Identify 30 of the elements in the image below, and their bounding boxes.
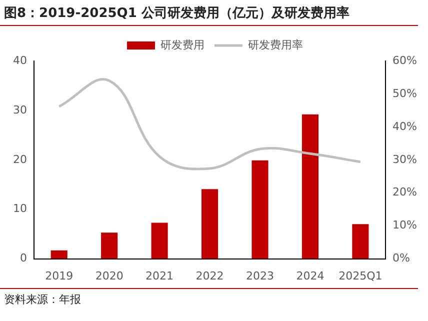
bar bbox=[101, 232, 118, 259]
bar bbox=[151, 222, 168, 259]
x-tick-label: 2025Q1 bbox=[338, 269, 382, 282]
y2-tick-label: 60% bbox=[392, 54, 418, 67]
y2-tick-label: 30% bbox=[392, 152, 418, 166]
y-tick-label: 10 bbox=[12, 202, 27, 216]
bar bbox=[352, 224, 369, 259]
y2-tick-label: 40% bbox=[392, 120, 418, 133]
x-tick-label: 2019 bbox=[45, 269, 74, 282]
x-tick-label: 2020 bbox=[95, 269, 124, 282]
bar bbox=[201, 189, 218, 259]
legend-label: 研发费用率 bbox=[248, 38, 303, 52]
bar bbox=[50, 250, 68, 259]
y-tick-label: 30 bbox=[12, 103, 27, 116]
y2-tick-label: 0% bbox=[392, 252, 410, 265]
chart-title: 图8：2019-2025Q1 公司研发费用（亿元）及研发费用率 bbox=[0, 0, 418, 26]
bar bbox=[252, 160, 268, 259]
y-tick-label: 40 bbox=[12, 54, 27, 67]
y2-tick-label: 10% bbox=[392, 218, 418, 232]
legend-label: 研发费用 bbox=[160, 38, 204, 52]
y-tick-label: 0 bbox=[20, 252, 27, 265]
x-tick-label: 2023 bbox=[246, 269, 274, 282]
y2-tick-label: 20% bbox=[392, 186, 418, 199]
bar bbox=[302, 114, 319, 259]
y-tick-label: 20 bbox=[12, 152, 27, 166]
x-tick-label: 2022 bbox=[196, 269, 224, 282]
x-tick-label: 2021 bbox=[146, 269, 174, 282]
x-tick-label: 2024 bbox=[296, 269, 324, 282]
y2-tick-label: 50% bbox=[392, 86, 418, 100]
text: 资料来源：年报 bbox=[0, 288, 418, 310]
